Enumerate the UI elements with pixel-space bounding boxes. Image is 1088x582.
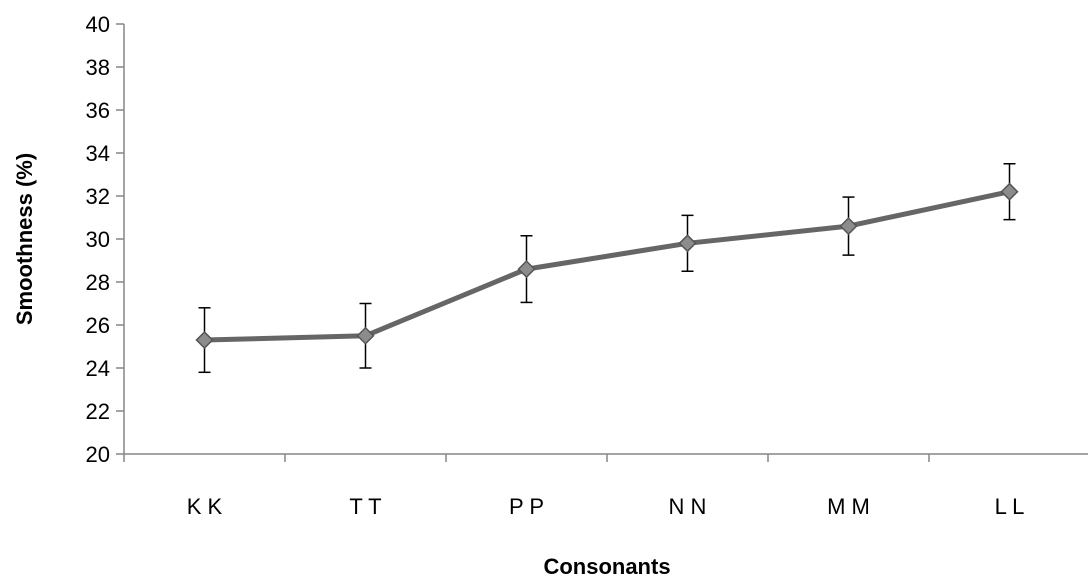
data-point	[356, 326, 375, 345]
data-point	[1000, 182, 1019, 201]
x-tick-label: P P	[509, 494, 544, 519]
y-tick-label: 30	[86, 227, 110, 252]
x-tick-label: T T	[349, 494, 381, 519]
y-tick-label: 38	[86, 55, 110, 80]
y-tick-label: 32	[86, 184, 110, 209]
data-markers	[195, 182, 1019, 350]
y-axis: 20 22 24 26 28 30 32 34 36 38 40	[86, 12, 125, 467]
y-tick-label: 28	[86, 270, 110, 295]
x-tick-label: K K	[187, 494, 223, 519]
x-tick-label: M M	[827, 494, 870, 519]
y-tick-label: 26	[86, 313, 110, 338]
x-axis-title: Consonants	[543, 554, 670, 579]
y-axis-title: Smoothness (%)	[12, 153, 37, 325]
series-line	[204, 189, 1011, 343]
series-lines	[204, 189, 1011, 343]
data-point	[678, 234, 697, 253]
y-tick-label: 40	[86, 12, 110, 37]
y-tick-label: 34	[86, 141, 110, 166]
data-point	[195, 330, 214, 350]
x-tick-label: N N	[669, 494, 707, 519]
y-tick-label: 24	[86, 356, 110, 381]
x-tick-label: L L	[995, 494, 1025, 519]
data-point	[517, 260, 536, 279]
error-bars	[198, 163, 1016, 374]
y-tick-label: 20	[86, 442, 110, 467]
y-tick-label: 36	[86, 98, 110, 123]
data-point	[839, 217, 858, 236]
y-tick-label: 22	[86, 399, 110, 424]
